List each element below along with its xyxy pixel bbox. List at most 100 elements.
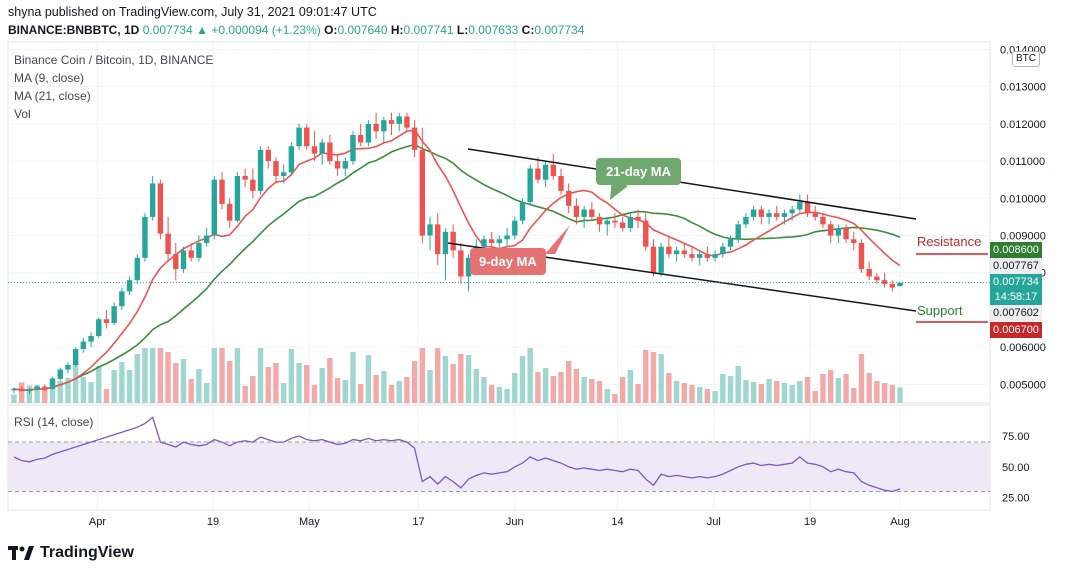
volume-bar — [311, 385, 318, 403]
volume-bar — [280, 383, 287, 403]
volume-bar — [627, 370, 634, 403]
volume-bar — [42, 388, 48, 403]
volume-bar — [26, 385, 33, 403]
volume-bar — [442, 356, 449, 403]
candle-body — [327, 142, 333, 162]
volume-bar — [319, 368, 325, 403]
legend-ma21: MA (21, close) — [14, 89, 91, 103]
volume-bar — [173, 363, 179, 403]
high-value: 0.007741 — [403, 23, 454, 37]
candle-body — [712, 254, 718, 258]
volume-bar — [766, 379, 772, 403]
candle-body — [427, 224, 433, 236]
price-tag-7602: 0.007602 — [990, 305, 1042, 321]
candle-body — [589, 209, 595, 217]
volume-bar — [103, 389, 110, 403]
candle-body — [404, 116, 410, 128]
candle-body — [227, 203, 233, 221]
candle-body — [288, 146, 295, 173]
candle-body — [180, 250, 187, 270]
volume-bar — [304, 365, 310, 403]
volume-bar — [866, 373, 872, 403]
volume-bar — [681, 383, 687, 403]
candle-body — [42, 386, 48, 389]
low-value: 0.007633 — [468, 23, 519, 37]
volume-bar — [404, 377, 410, 403]
volume-bar — [350, 352, 356, 403]
volume-bar — [180, 359, 187, 403]
tradingview-logo[interactable]: TradingView — [8, 544, 134, 562]
candle-body — [897, 282, 903, 287]
rsi-line — [13, 416, 901, 493]
candle-body — [635, 216, 641, 221]
candle-body — [126, 280, 133, 292]
volume-bar — [604, 389, 610, 403]
volume-bar — [843, 374, 849, 403]
candle-body — [334, 161, 341, 169]
volume-bar — [573, 369, 580, 403]
currency-badge[interactable]: BTC — [1012, 51, 1040, 67]
volume-bar — [566, 361, 572, 403]
symbol: BINANCE:BNBBTC, 1D — [8, 23, 140, 37]
candle-body — [789, 209, 795, 214]
volume-bar — [704, 389, 711, 403]
volume-bar — [858, 354, 865, 403]
volume-bar — [542, 368, 549, 403]
candle-body — [604, 220, 610, 225]
volume-bar — [666, 373, 672, 403]
candle-body — [442, 231, 449, 255]
x-axis: Apr 19 May 17 Jun 14 Jul 19 Aug — [89, 516, 910, 528]
volume-bar — [635, 384, 641, 403]
y-tick-label: 0.011000 — [1000, 156, 1045, 168]
candle-body — [612, 220, 618, 223]
volume-bar — [72, 361, 79, 403]
candle-body — [766, 213, 772, 217]
candle-body — [481, 239, 487, 247]
x-tick-label: Jun — [506, 516, 524, 528]
candle-body — [542, 164, 549, 180]
candle-body — [273, 161, 279, 176]
candle-body — [196, 242, 202, 258]
volume-bar — [149, 348, 156, 403]
candle-body — [211, 179, 218, 236]
x-tick-label: 19 — [207, 516, 219, 528]
candle-body — [103, 319, 110, 323]
candle-body — [365, 123, 372, 143]
volume-bar — [65, 377, 71, 403]
volume-bar — [504, 389, 510, 403]
candle-body — [65, 365, 71, 370]
candle-body — [696, 254, 703, 258]
countdown-tag: 14:58:17 — [990, 289, 1042, 305]
price-tag-7767: 0.007767 — [990, 258, 1042, 274]
volume-bar — [219, 348, 225, 403]
candle-body — [465, 257, 472, 277]
volume-bar — [327, 358, 333, 403]
y-tick-label: 0.013000 — [1000, 82, 1046, 94]
volume-bar — [57, 381, 63, 403]
legend-ma9: MA (9, close) — [14, 71, 85, 85]
support-tag: 0.006700 — [990, 322, 1042, 338]
current-price-tag: 0.007734 — [990, 274, 1042, 290]
volume-bar — [157, 348, 164, 403]
x-tick-label: 14 — [611, 516, 623, 528]
candle-body — [350, 135, 356, 162]
open-value: 0.007640 — [337, 23, 388, 37]
candle-body — [820, 216, 826, 225]
volume-bar — [142, 348, 148, 403]
volume-bar — [119, 362, 125, 403]
candle-body — [26, 389, 33, 392]
candle-body — [96, 319, 102, 337]
candle-body — [296, 127, 302, 147]
volume-bar — [897, 387, 903, 403]
candle-body — [488, 239, 495, 243]
candle-body — [619, 222, 626, 229]
candle-body — [889, 283, 895, 288]
rsi-tick-label: 25.00 — [1002, 493, 1030, 505]
legend-vol: Vol — [14, 107, 31, 121]
support-label: Support — [917, 303, 963, 318]
volume-bar — [889, 385, 895, 403]
price-pane[interactable] — [7, 41, 991, 404]
candle-body — [19, 388, 25, 392]
